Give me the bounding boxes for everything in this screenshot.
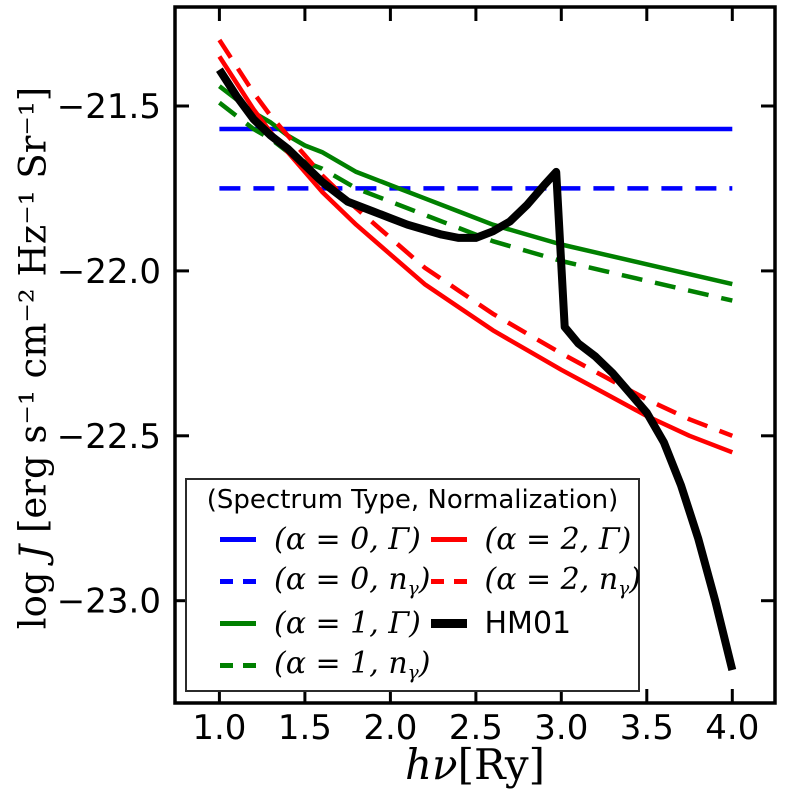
x-tick-label: 3.5 [620, 708, 674, 748]
legend-entry: (α = 2, nγ) [430, 560, 642, 602]
legend-label: (α = 0, Γ) [274, 521, 421, 557]
legend-column-1: (α = 0, Γ) (α = 0, nγ) (α = 1, Γ) (α = 1, n… [187, 518, 431, 686]
x-tick-label: 2.5 [449, 708, 503, 748]
legend-swatch-dashed [430, 578, 467, 584]
legend-entry: (α = 1, nγ) [220, 644, 431, 686]
legend-label: (α = 1, nγ) [274, 646, 431, 684]
legend-swatch-dashed [220, 578, 256, 584]
y-axis-label: log J [erg s⁻¹ cm⁻² Hz⁻¹ Sr⁻¹] [12, 87, 55, 629]
curve-alpha2-ngamma [217, 38, 734, 438]
x-tick-label: 3.0 [534, 708, 588, 748]
legend-entry: HM01 [430, 602, 642, 644]
legend-label: (α = 1, Γ) [274, 605, 421, 641]
legend-entry: (α = 2, Γ) [430, 518, 642, 560]
y-tick-label: −23.0 [57, 582, 161, 622]
legend-swatch-solid-thick [430, 618, 467, 628]
curve-alpha1-ngamma [218, 100, 733, 303]
y-axis-label-units: [erg s⁻¹ cm⁻² Hz⁻¹ Sr⁻¹] [11, 86, 55, 545]
y-tick-label: −22.5 [57, 417, 161, 457]
legend-swatch-solid [220, 620, 256, 626]
y-axis-label-prefix: log [11, 559, 55, 630]
legend: (Spectrum Type, Normalization) (α = 0, Γ… [185, 478, 641, 692]
x-axis-label-variable: hν [405, 740, 458, 789]
y-axis-label-variable: J [11, 544, 55, 560]
x-tick-label: 2.0 [363, 708, 417, 748]
legend-swatch-solid [220, 536, 256, 542]
curve-alpha2-Gamma [217, 55, 734, 455]
x-tick-label: 1.0 [192, 708, 246, 748]
legend-columns: (α = 0, Γ) (α = 0, nγ) (α = 1, Γ) (α = 1, n… [187, 518, 641, 686]
legend-entry: (α = 1, Γ) [220, 602, 431, 644]
legend-swatch-dashed [220, 662, 256, 668]
x-axis-label: hν[Ry] [175, 740, 775, 789]
y-tick-label: −21.5 [57, 87, 161, 127]
y-tick-label: −22.0 [57, 252, 161, 292]
x-tick-label: 4.0 [705, 708, 759, 748]
x-tick-label: 1.5 [278, 708, 332, 748]
legend-swatch-solid [430, 536, 467, 542]
legend-entry: (α = 0, Γ) [220, 518, 431, 560]
curve-hm01 [216, 67, 737, 671]
curve-alpha1-Gamma [218, 84, 733, 287]
legend-label: (α = 2, Γ) [484, 521, 632, 557]
legend-entry: (α = 0, nγ) [220, 560, 431, 602]
legend-column-2: (α = 2, Γ) (α = 2, nγ) HM01 [430, 518, 642, 686]
legend-title: (Spectrum Type, Normalization) [206, 485, 619, 515]
legend-label: (α = 2, nγ) [484, 562, 642, 600]
x-axis-label-unit: [Ry] [457, 740, 545, 789]
legend-label: HM01 [484, 605, 572, 641]
legend-label: (α = 0, nγ) [274, 562, 431, 600]
